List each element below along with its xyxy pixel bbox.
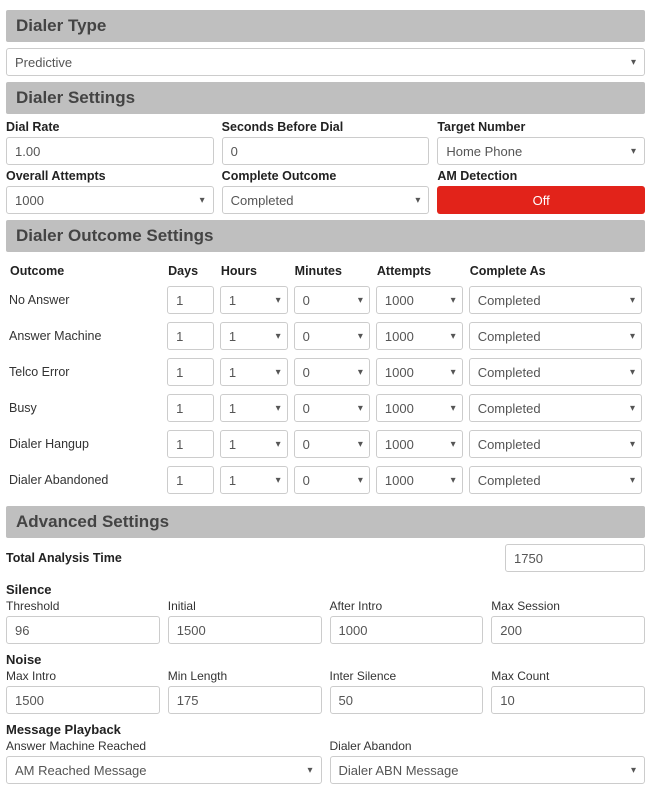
overall-attempts-label: Overall Attempts <box>6 169 214 183</box>
silence-title: Silence <box>6 582 645 597</box>
outcome-days-input[interactable]: 1 <box>167 430 214 458</box>
message-playback-title: Message Playback <box>6 722 645 737</box>
target-number-label: Target Number <box>437 120 645 134</box>
outcome-hours-input[interactable]: 1 <box>220 430 288 458</box>
noise-inter-silence-label: Inter Silence <box>330 669 484 683</box>
outcome-days-input[interactable]: 1 <box>167 286 214 314</box>
overall-attempts-select[interactable]: 1000 <box>6 186 214 214</box>
outcome-hours-input[interactable]: 1 <box>220 394 288 422</box>
dialer-settings-header: Dialer Settings <box>6 82 645 114</box>
outcome-row: Telco Error1101000Completed <box>6 356 645 388</box>
silence-initial-label: Initial <box>168 599 322 613</box>
answer-machine-reached-label: Answer Machine Reached <box>6 739 322 753</box>
outcome-name: Telco Error <box>6 356 164 388</box>
outcome-hours-input[interactable]: 1 <box>220 322 288 350</box>
total-analysis-time-input[interactable]: 1750 <box>505 544 645 572</box>
target-number-select[interactable]: Home Phone <box>437 137 645 165</box>
outcome-completeAs-input[interactable]: Completed <box>469 322 642 350</box>
outcome-attempts-input[interactable]: 1000 <box>376 430 463 458</box>
silence-after-intro-input[interactable]: 1000 <box>330 616 484 644</box>
outcome-minutes-input[interactable]: 0 <box>294 358 370 386</box>
am-detection-toggle[interactable]: Off <box>437 186 645 214</box>
outcome-attempts-input[interactable]: 1000 <box>376 394 463 422</box>
outcome-attempts-input[interactable]: 1000 <box>376 286 463 314</box>
noise-max-intro-input[interactable]: 1500 <box>6 686 160 714</box>
silence-after-intro-label: After Intro <box>330 599 484 613</box>
seconds-before-dial-input[interactable]: 0 <box>222 137 430 165</box>
answer-machine-reached-select[interactable]: AM Reached Message <box>6 756 322 784</box>
noise-max-count-label: Max Count <box>491 669 645 683</box>
outcome-col-days: Days <box>164 262 217 280</box>
outcome-name: Answer Machine <box>6 320 164 352</box>
outcome-completeAs-input[interactable]: Completed <box>469 466 642 494</box>
outcome-attempts-input[interactable]: 1000 <box>376 358 463 386</box>
am-detection-label: AM Detection <box>437 169 645 183</box>
outcome-days-input[interactable]: 1 <box>167 394 214 422</box>
outcome-name: Dialer Hangup <box>6 428 164 460</box>
outcome-row: Dialer Abandoned1101000Completed <box>6 464 645 496</box>
noise-inter-silence-input[interactable]: 50 <box>330 686 484 714</box>
outcome-hours-input[interactable]: 1 <box>220 286 288 314</box>
outcome-table: OutcomeDaysHoursMinutesAttemptsComplete … <box>6 258 645 500</box>
silence-max-session-input[interactable]: 200 <box>491 616 645 644</box>
complete-outcome-label: Complete Outcome <box>222 169 430 183</box>
silence-initial-input[interactable]: 1500 <box>168 616 322 644</box>
noise-title: Noise <box>6 652 645 667</box>
noise-max-intro-label: Max Intro <box>6 669 160 683</box>
outcome-minutes-input[interactable]: 0 <box>294 430 370 458</box>
outcome-minutes-input[interactable]: 0 <box>294 322 370 350</box>
dialer-type-header: Dialer Type <box>6 10 645 42</box>
outcome-row: No Answer1101000Completed <box>6 284 645 316</box>
outcome-col-minutes: Minutes <box>291 262 373 280</box>
outcome-col-complete-as: Complete As <box>466 262 645 280</box>
silence-max-session-label: Max Session <box>491 599 645 613</box>
outcome-minutes-input[interactable]: 0 <box>294 394 370 422</box>
outcome-col-outcome: Outcome <box>6 262 164 280</box>
dial-rate-input[interactable]: 1.00 <box>6 137 214 165</box>
total-analysis-time-label: Total Analysis Time <box>6 551 122 565</box>
noise-max-count-input[interactable]: 10 <box>491 686 645 714</box>
outcome-hours-input[interactable]: 1 <box>220 466 288 494</box>
silence-threshold-input[interactable]: 96 <box>6 616 160 644</box>
outcome-settings-header: Dialer Outcome Settings <box>6 220 645 252</box>
advanced-settings-header: Advanced Settings <box>6 506 645 538</box>
outcome-row: Dialer Hangup1101000Completed <box>6 428 645 460</box>
outcome-row: Answer Machine1101000Completed <box>6 320 645 352</box>
dialer-type-select[interactable]: Predictive <box>6 48 645 76</box>
noise-min-length-input[interactable]: 175 <box>168 686 322 714</box>
outcome-attempts-input[interactable]: 1000 <box>376 322 463 350</box>
outcome-col-attempts: Attempts <box>373 262 466 280</box>
complete-outcome-select[interactable]: Completed <box>222 186 430 214</box>
outcome-minutes-input[interactable]: 0 <box>294 286 370 314</box>
outcome-minutes-input[interactable]: 0 <box>294 466 370 494</box>
outcome-row: Busy1101000Completed <box>6 392 645 424</box>
outcome-col-hours: Hours <box>217 262 291 280</box>
outcome-name: Dialer Abandoned <box>6 464 164 496</box>
outcome-days-input[interactable]: 1 <box>167 322 214 350</box>
dial-rate-label: Dial Rate <box>6 120 214 134</box>
outcome-name: No Answer <box>6 284 164 316</box>
dialer-abandon-select[interactable]: Dialer ABN Message <box>330 756 646 784</box>
outcome-attempts-input[interactable]: 1000 <box>376 466 463 494</box>
dialer-abandon-label: Dialer Abandon <box>330 739 646 753</box>
outcome-days-input[interactable]: 1 <box>167 358 214 386</box>
outcome-name: Busy <box>6 392 164 424</box>
seconds-before-dial-label: Seconds Before Dial <box>222 120 430 134</box>
outcome-completeAs-input[interactable]: Completed <box>469 394 642 422</box>
outcome-days-input[interactable]: 1 <box>167 466 214 494</box>
outcome-completeAs-input[interactable]: Completed <box>469 358 642 386</box>
outcome-hours-input[interactable]: 1 <box>220 358 288 386</box>
noise-min-length-label: Min Length <box>168 669 322 683</box>
outcome-completeAs-input[interactable]: Completed <box>469 430 642 458</box>
outcome-completeAs-input[interactable]: Completed <box>469 286 642 314</box>
silence-threshold-label: Threshold <box>6 599 160 613</box>
